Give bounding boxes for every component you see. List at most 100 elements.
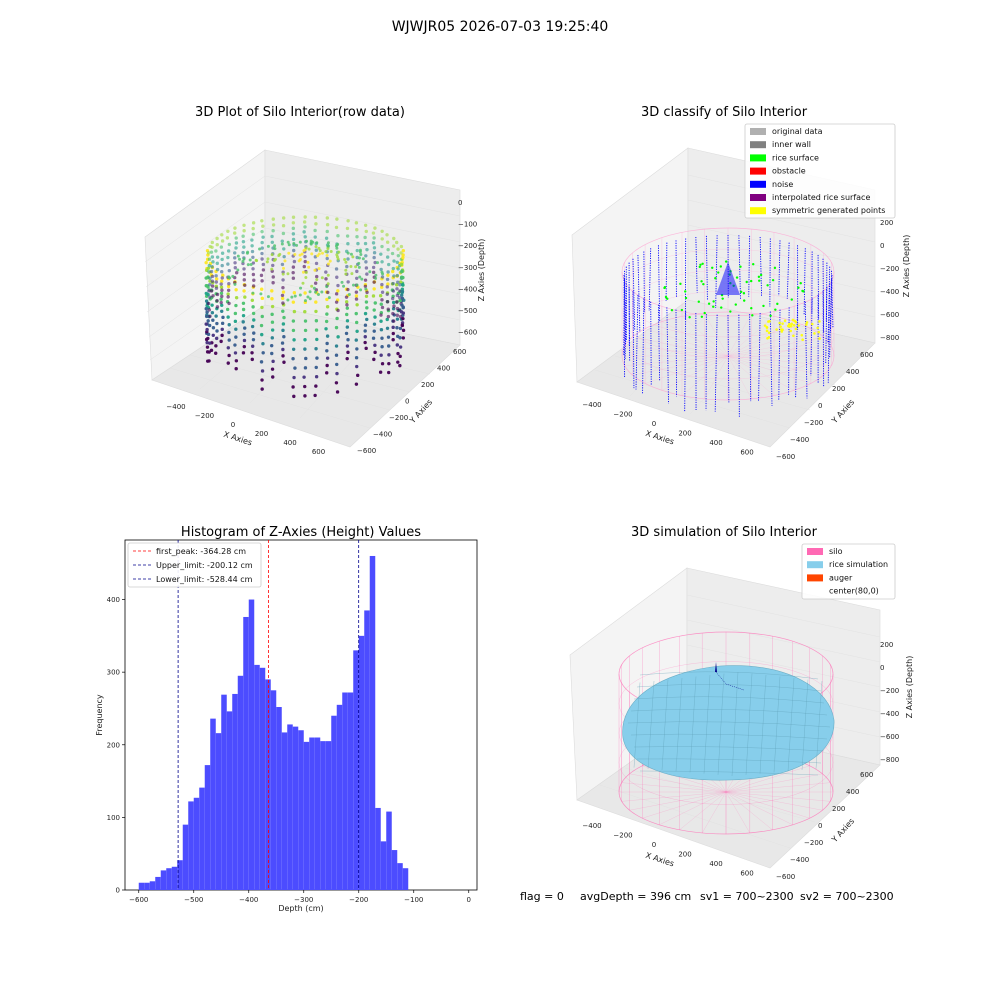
noise-point-column bbox=[714, 314, 718, 412]
raw-point bbox=[261, 224, 265, 228]
histogram-y-tick: 200 bbox=[107, 741, 120, 749]
raw-point bbox=[379, 302, 383, 306]
raw-point bbox=[303, 215, 307, 219]
class-x-tick: 0 bbox=[652, 420, 656, 428]
class-z-tick: −200 bbox=[880, 265, 899, 273]
raw-point bbox=[363, 335, 367, 339]
raw-point bbox=[234, 295, 239, 300]
raw-point bbox=[336, 234, 340, 238]
symmetric-point bbox=[789, 329, 793, 333]
raw-point bbox=[391, 289, 396, 293]
histogram-bar bbox=[160, 870, 167, 890]
noise-point-column bbox=[749, 314, 752, 402]
histogram-y-tick: 100 bbox=[107, 814, 120, 822]
raw-point bbox=[354, 297, 359, 301]
raw-point bbox=[326, 290, 330, 295]
raw-surface-point bbox=[325, 285, 329, 289]
raw-point bbox=[291, 328, 296, 333]
rice-surface-point bbox=[700, 315, 704, 318]
raw-point bbox=[226, 315, 230, 319]
raw-point bbox=[270, 351, 274, 356]
histogram-bar bbox=[226, 711, 233, 890]
raw-point bbox=[281, 301, 285, 305]
symmetric-point bbox=[794, 320, 798, 324]
histogram-bar bbox=[375, 807, 381, 890]
raw-point bbox=[363, 329, 367, 333]
classify-z-ticks: 200 0 −200 −400 −600 −800 bbox=[880, 219, 899, 342]
raw-point bbox=[314, 384, 318, 388]
raw-point bbox=[233, 261, 237, 265]
raw-point bbox=[401, 249, 405, 253]
symmetric-point bbox=[767, 331, 771, 335]
raw-point bbox=[313, 281, 318, 285]
raw-point bbox=[303, 235, 307, 239]
raw-point bbox=[371, 294, 376, 298]
raw-point bbox=[234, 327, 238, 331]
raw-point bbox=[346, 280, 350, 284]
raw-point bbox=[242, 344, 247, 349]
raw-surface-point bbox=[358, 250, 362, 254]
raw-surface-point bbox=[349, 252, 353, 256]
raw-surface-point bbox=[265, 260, 269, 264]
raw-point bbox=[400, 269, 404, 273]
rice-surface-point bbox=[712, 305, 715, 308]
rice-surface-point bbox=[750, 307, 753, 310]
raw-point bbox=[325, 305, 330, 309]
raw-point bbox=[214, 280, 219, 284]
raw-point bbox=[325, 312, 329, 316]
sim-z-tick: 200 bbox=[880, 641, 893, 649]
raw-point bbox=[380, 336, 384, 340]
raw-surface-point bbox=[315, 278, 319, 282]
raw-point bbox=[395, 287, 399, 291]
raw-point bbox=[291, 319, 296, 323]
raw-point bbox=[380, 362, 385, 366]
raw-point bbox=[324, 327, 328, 331]
raw-point bbox=[399, 310, 404, 314]
sim-x-ticks: −400 −200 0 200 400 600 bbox=[582, 822, 753, 878]
raw-point bbox=[270, 234, 274, 239]
raw-point bbox=[371, 265, 376, 270]
raw-grid bbox=[144, 175, 461, 429]
raw-point bbox=[394, 240, 399, 245]
raw-point bbox=[214, 344, 218, 348]
rice-surface-point bbox=[680, 308, 684, 312]
raw-point bbox=[398, 314, 403, 319]
raw-point bbox=[214, 286, 219, 290]
raw-point bbox=[401, 328, 406, 333]
histogram-bar bbox=[144, 882, 150, 890]
raw-point bbox=[356, 241, 360, 246]
raw-point bbox=[233, 343, 237, 347]
raw-point bbox=[387, 262, 391, 267]
raw-surface-point bbox=[361, 257, 365, 261]
raw-y-tick: 0 bbox=[405, 398, 409, 406]
raw-surface-point bbox=[310, 252, 314, 256]
sim-x-label: X Axies bbox=[644, 851, 675, 869]
legend-entry: center(80,0) bbox=[829, 587, 879, 596]
legend-swatch bbox=[750, 128, 766, 135]
rice-surface bbox=[622, 665, 835, 781]
raw-point bbox=[270, 240, 275, 244]
raw-point bbox=[399, 262, 404, 267]
legend-swatch bbox=[750, 207, 766, 215]
raw-point bbox=[214, 249, 218, 253]
symmetric-point bbox=[778, 321, 781, 325]
raw-surface-point bbox=[303, 299, 307, 303]
raw-point bbox=[205, 327, 209, 332]
symmetric-point bbox=[817, 330, 821, 334]
sim-y-tick: −600 bbox=[776, 873, 795, 881]
raw-point bbox=[206, 292, 210, 297]
raw-point bbox=[211, 326, 216, 330]
raw-point bbox=[354, 221, 359, 225]
raw-surface-point bbox=[298, 240, 302, 244]
rice-surface-point bbox=[790, 298, 793, 301]
raw-surface-point bbox=[281, 272, 285, 276]
rice-surface-point bbox=[776, 302, 779, 306]
raw-point bbox=[210, 279, 215, 283]
rice-surface-point bbox=[717, 271, 720, 274]
sim-x-tick: −200 bbox=[613, 832, 632, 840]
rice-surface-point bbox=[719, 265, 723, 268]
raw-surface-point bbox=[286, 298, 290, 302]
raw-surface-point bbox=[297, 259, 301, 263]
noise-point-column bbox=[825, 287, 828, 364]
raw-point bbox=[209, 289, 214, 293]
